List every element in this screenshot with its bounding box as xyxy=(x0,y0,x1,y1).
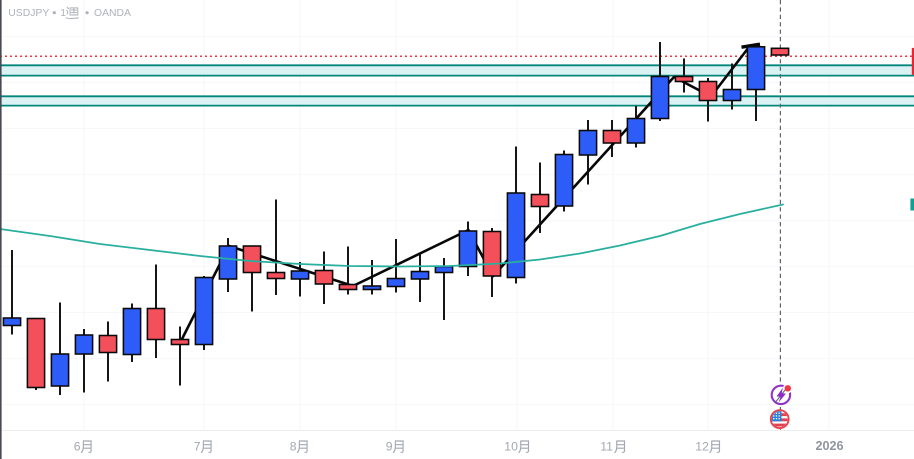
svg-text:6: 6 xyxy=(74,439,81,453)
svg-text:10: 10 xyxy=(504,439,518,453)
svg-text:1: 1 xyxy=(60,8,66,19)
svg-text:USDJPY: USDJPY xyxy=(8,8,49,19)
svg-text:OANDA: OANDA xyxy=(94,8,131,19)
svg-text:9: 9 xyxy=(386,439,393,453)
svg-text:2026: 2026 xyxy=(816,439,844,453)
svg-text:11: 11 xyxy=(600,439,613,453)
svg-text:7: 7 xyxy=(194,439,201,453)
svg-text:8: 8 xyxy=(290,439,297,453)
svg-text:12: 12 xyxy=(695,439,709,453)
